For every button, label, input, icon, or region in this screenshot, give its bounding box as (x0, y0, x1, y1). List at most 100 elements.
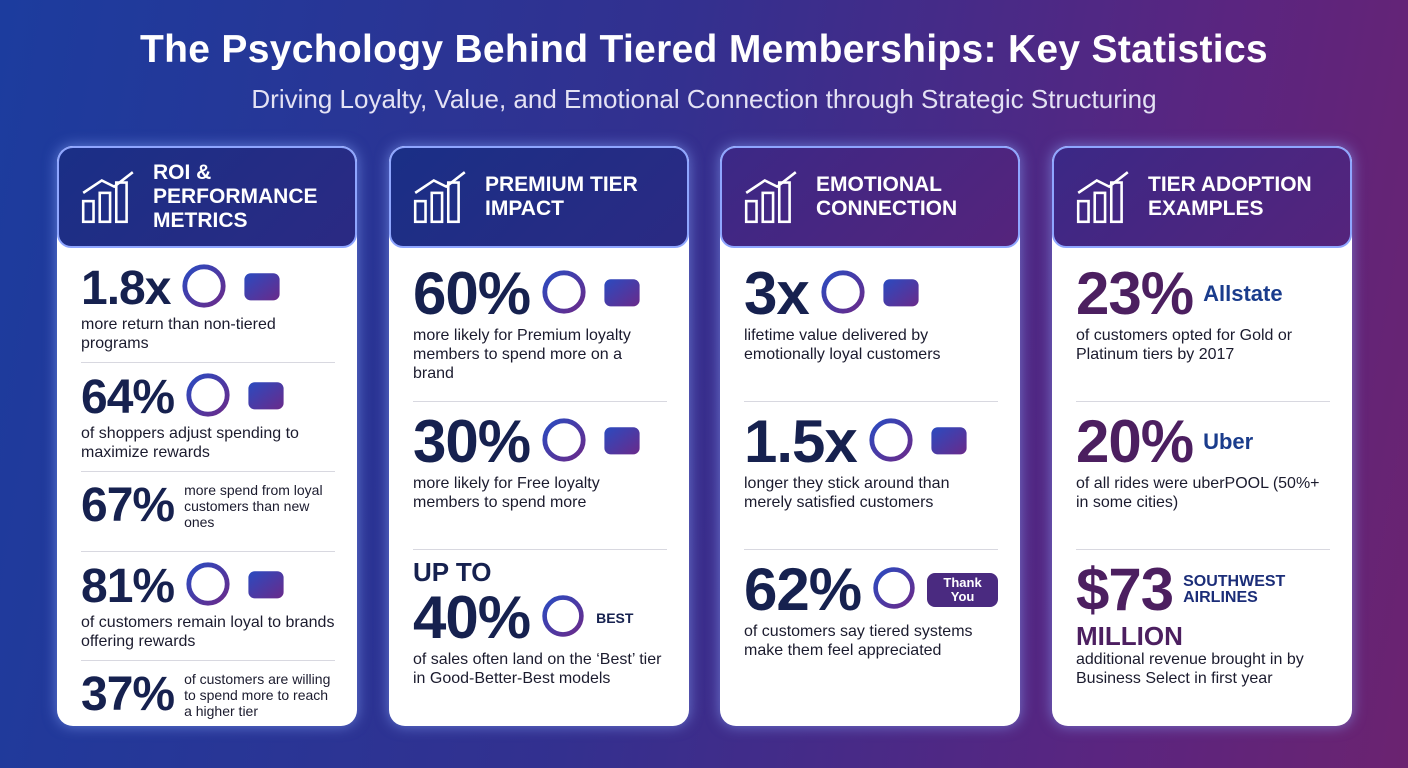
stat-text: of all rides were uberPOOL (50%+ in some… (1076, 475, 1320, 511)
stat: 1.5x longer they stick around than merel… (744, 402, 998, 550)
stat-text: additional revenue brought in by Busines… (1076, 651, 1304, 687)
icon (925, 416, 973, 469)
icon-graphic (248, 382, 284, 410)
stat-text: more likely for Premium loyalty members … (413, 327, 631, 382)
stat-value: 81% (81, 559, 175, 613)
icon (877, 268, 925, 321)
card-body: 23% Allstate of customers opted for Gold o… (1052, 248, 1352, 698)
card: ROI & PERFORMANCE METRICS 1.8x more retur… (57, 146, 357, 726)
stat-row: 23% Allstate (1076, 262, 1330, 326)
icon-graphic (604, 426, 640, 454)
icon-graphic (869, 417, 913, 462)
stat-value: 37% (81, 668, 175, 721)
icon (598, 268, 646, 321)
heading-icon (1076, 171, 1129, 224)
icon (871, 565, 917, 616)
stat-text: of customers say tiered systems make the… (744, 623, 973, 659)
heading-text: PREMIUM TIER IMPACT (485, 173, 638, 220)
stat-row: 30% (413, 410, 667, 474)
stat-value: 1.8x (81, 261, 171, 315)
stat: 3x lifetime value delivered by emotional… (744, 254, 998, 402)
heading-icon (413, 171, 466, 224)
icon-graphic (883, 278, 919, 306)
card-body: 1.8x more return than non-tiered program… (57, 248, 357, 726)
stat-value: 20% (1076, 408, 1194, 475)
stat-value: 30% (413, 408, 531, 475)
logo: Allstate (1203, 281, 1283, 306)
icon-graphic (604, 278, 640, 306)
badge: Thank You (927, 573, 998, 607)
icon (540, 593, 586, 644)
icon-graphic (821, 269, 865, 314)
icon (238, 262, 286, 315)
subtitle: Driving Loyalty, Value, and Emotional Co… (251, 84, 1157, 114)
card-heading: EMOTIONAL CONNECTION (720, 146, 1020, 248)
card-heading: ROI & PERFORMANCE METRICS (57, 146, 357, 248)
heading-text: ROI & PERFORMANCE METRICS (153, 161, 318, 232)
stat-text: lifetime value delivered by emotionally … (744, 327, 941, 363)
stat: 1.8x more return than non-tiered program… (81, 254, 335, 363)
icon (598, 416, 646, 469)
stat-row: 64% (81, 371, 335, 424)
heading-icon (744, 171, 797, 224)
badge: BEST (596, 610, 634, 626)
icon-graphic (248, 571, 284, 599)
card: TIER ADOPTION EXAMPLES 23% Allstate of cust… (1052, 146, 1352, 726)
stat: 64% of shoppers adjust spending to maxim… (81, 363, 335, 472)
stat-row: 62% Thank You (744, 558, 998, 622)
card-heading: TIER ADOPTION EXAMPLES (1052, 146, 1352, 248)
stat-row: 67% more spend from loyal customers than … (81, 480, 335, 532)
stat: 81% of customers remain loyal to brands … (81, 552, 335, 661)
stat-value: $73 (1076, 556, 1174, 623)
icon (819, 268, 867, 321)
icon-graphic (186, 562, 230, 606)
icon-graphic (542, 417, 586, 462)
stat-text: of shoppers adjust spending to maximize … (81, 425, 299, 461)
stat: 23% Allstate of customers opted for Gold o… (1076, 254, 1330, 402)
stat-text: of customers remain loyal to brands offe… (81, 614, 335, 650)
icon-graphic (542, 269, 586, 314)
stat: 62% Thank You of customers say tiered sys… (744, 550, 998, 698)
icon-graphic (542, 594, 584, 637)
stat-row: 40% BEST (413, 586, 667, 650)
icon (540, 268, 588, 321)
icon (867, 416, 915, 469)
stat-text: longer they stick around than merely sat… (744, 475, 950, 511)
stat-value: 62% (744, 556, 862, 623)
icon-graphic (182, 264, 227, 308)
icon (184, 371, 232, 424)
stat-row: 60% (413, 262, 667, 326)
stat-text: of customers opted for Gold or Platinum … (1076, 327, 1293, 363)
stat: 20% Uber of all rides were uberPOOL (50%+ … (1076, 402, 1330, 550)
stat-value: 1.5x (744, 408, 858, 475)
logo: Uber (1203, 429, 1254, 454)
stat-row: 81% (81, 560, 335, 613)
stat-text: of sales often land on the ‘Best’ tier i… (413, 651, 662, 687)
icon (242, 560, 290, 613)
icon-graphic (244, 273, 281, 301)
stat-value: 64% (81, 370, 175, 424)
icon (242, 371, 290, 424)
title: The Psychology Behind Tiered Memberships… (140, 28, 1268, 71)
stat-value: 67% (81, 479, 175, 532)
logo: SOUTHWEST AIRLINES (1183, 573, 1286, 606)
icon (540, 416, 588, 469)
stat-row: 1.8x (81, 262, 335, 315)
card: PREMIUM TIER IMPACT 60% more likely for P… (389, 146, 689, 726)
stat: $73 SOUTHWEST AIRLINES MILLION additional r… (1076, 550, 1330, 698)
stat: 67% more spend from loyal customers than … (81, 472, 335, 552)
heading-icon (81, 171, 134, 224)
heading-text: TIER ADOPTION EXAMPLES (1148, 173, 1312, 220)
card-heading: PREMIUM TIER IMPACT (389, 146, 689, 248)
icon-graphic (931, 426, 967, 454)
stat-text: more spend from loyal customers than new… (184, 482, 323, 530)
stat-row: 1.5x (744, 410, 998, 474)
stat-text: more likely for Free loyalty members to … (413, 475, 600, 511)
card: EMOTIONAL CONNECTION 3x lifetime value de… (720, 146, 1020, 726)
stat-row: 20% Uber (1076, 410, 1330, 474)
stat: 30% more likely for Free loyalty members… (413, 402, 667, 550)
stat-row: $73 SOUTHWEST AIRLINES (1076, 558, 1330, 622)
stat-value: 3x (744, 260, 810, 327)
stat-suffix: MILLION (1076, 621, 1183, 651)
